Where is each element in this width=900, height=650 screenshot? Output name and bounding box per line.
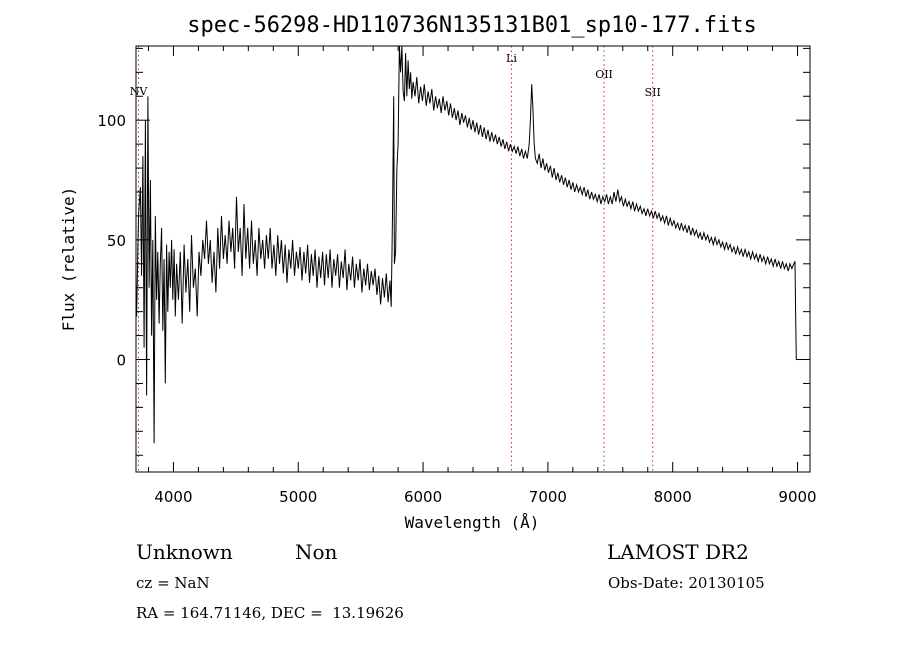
axis-ticks (136, 46, 810, 472)
spectral-line-markers: NV Li OII SII (130, 46, 661, 472)
x-tick-label: 7000 (529, 488, 567, 506)
chart-title: spec-56298-HD110736N135131B01_sp10-177.f… (187, 13, 757, 38)
line-label-oii: OII (595, 68, 613, 81)
y-tick-label: 50 (107, 232, 126, 250)
object-class: Unknown (136, 540, 233, 564)
spectrum-plot (136, 46, 797, 444)
x-axis-label: Wavelength (Å) (405, 513, 540, 532)
x-tick-label: 8000 (654, 488, 692, 506)
line-label-nv: NV (130, 85, 149, 98)
line-label-sii: SII (645, 86, 661, 99)
y-tick-label: 0 (116, 352, 126, 370)
y-tick-labels: 0 50 100 (97, 112, 126, 369)
survey-label: LAMOST DR2 (607, 540, 749, 564)
plot-frame (135, 45, 811, 473)
object-subclass: Non (295, 540, 338, 564)
y-axis-label: Flux (relative) (59, 187, 78, 332)
spectrum-series-0 (136, 46, 797, 444)
x-tick-label: 9000 (778, 488, 816, 506)
observation-date: Obs-Date: 20130105 (608, 574, 765, 592)
line-label-li: Li (506, 52, 517, 65)
x-tick-label: 4000 (154, 488, 192, 506)
redshift-value: cz = NaN (136, 574, 210, 592)
x-tick-label: 6000 (404, 488, 442, 506)
x-tick-labels: 4000 5000 6000 7000 8000 9000 (154, 488, 816, 506)
y-tick-label: 100 (97, 112, 126, 130)
coordinates: RA = 164.71146, DEC = 13.19626 (136, 604, 404, 622)
x-tick-label: 5000 (279, 488, 317, 506)
